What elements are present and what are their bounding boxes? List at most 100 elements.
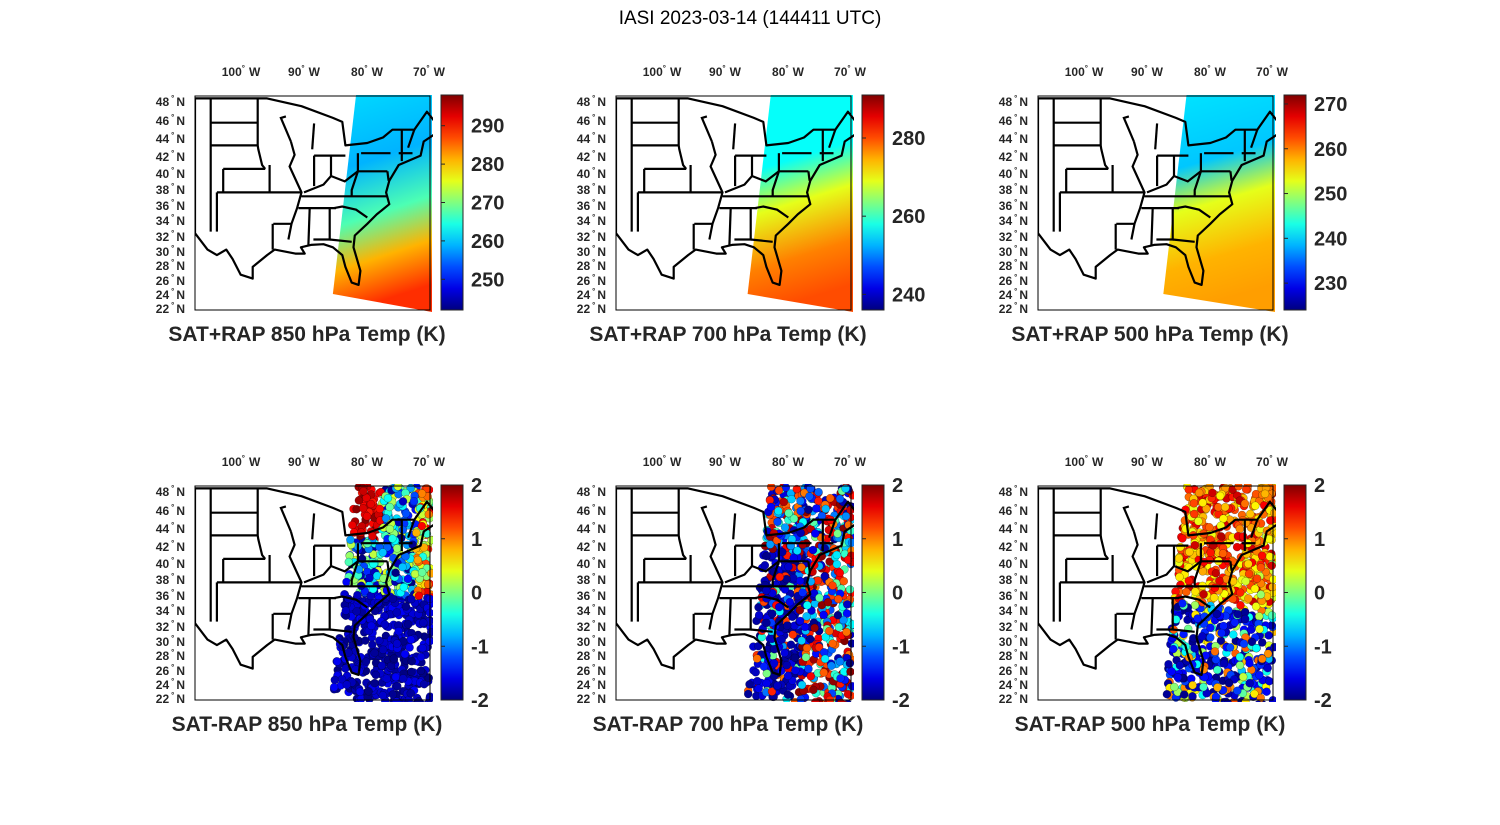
lat-tick-label: 26 ° N — [999, 663, 1028, 678]
state-border — [728, 208, 732, 245]
state-border — [1172, 628, 1195, 633]
lat-tick-label: 36 ° N — [156, 198, 185, 213]
state-border — [771, 560, 780, 587]
lon-tick-label: 80° W — [351, 454, 384, 469]
lon-tick-label: 70° W — [834, 454, 867, 469]
lat-tick-label: 30 ° N — [999, 634, 1028, 649]
us-coastline — [195, 97, 433, 286]
state-border — [256, 98, 267, 170]
map-panel: 100° W 90° W 80° W 70° W 48 ° N 46 ° N 44 ° N 42 ° N 40 ° N38 °… — [999, 454, 1332, 736]
state-border — [700, 115, 713, 142]
lon-tick-label: 80° W — [1194, 64, 1227, 79]
lat-tick-label: 22 ° N — [156, 301, 185, 316]
state-border — [307, 598, 311, 635]
lat-tick-label: 32 ° N — [999, 229, 1028, 244]
lon-tick-label: 100° W — [643, 64, 682, 79]
lat-tick-label: 46 ° N — [156, 113, 185, 128]
state-border — [1150, 208, 1154, 245]
lat-tick-label: 28 ° N — [999, 648, 1028, 663]
lon-tick-label: 100° W — [222, 64, 261, 79]
colorbar — [1283, 94, 1307, 311]
state-border — [350, 560, 359, 587]
lat-tick-label: 32 ° N — [156, 229, 185, 244]
lat-tick-label: 32 ° N — [577, 619, 606, 634]
colorbar-tick-label: 230 — [1314, 273, 1347, 295]
state-border — [700, 505, 713, 532]
lat-tick-label: 42 ° N — [999, 149, 1028, 164]
lat-tick-label: 48 ° N — [156, 484, 185, 499]
colorbar-tick-label: -1 — [1314, 636, 1332, 658]
lat-tick-label: 22 ° N — [577, 301, 606, 316]
state-border — [1172, 238, 1195, 243]
state-border — [1130, 141, 1146, 240]
state-border — [333, 595, 368, 609]
state-border — [732, 123, 737, 150]
state-border — [1176, 595, 1211, 609]
lat-tick-label: 36 ° N — [999, 588, 1028, 603]
lat-tick-label: 44 ° N — [156, 131, 185, 146]
lon-tick-label: 70° W — [1256, 454, 1289, 469]
lon-tick-label: 80° W — [1194, 454, 1227, 469]
colorbar-tick-label: 280 — [892, 128, 925, 150]
lat-tick-label: 24 ° N — [577, 287, 606, 302]
lat-tick-label: 30 ° N — [577, 634, 606, 649]
lat-tick-label: 48 ° N — [577, 484, 606, 499]
lat-tick-label: 24 ° N — [999, 287, 1028, 302]
lat-tick-label: 34 ° N — [156, 213, 185, 228]
colorbar-tick-label: 250 — [1314, 184, 1347, 206]
lat-tick-label: 32 ° N — [999, 619, 1028, 634]
map-panel: 100° W 90° W 80° W 70° W 48 ° N 46 ° N 44 ° N 42 ° N 40 ° N38 °… — [577, 64, 926, 346]
state-border — [1193, 170, 1202, 197]
lat-tick-label: 26 ° N — [156, 273, 185, 288]
lon-tick-label: 90° W — [1131, 454, 1164, 469]
state-border — [677, 488, 688, 560]
lat-tick-label: 36 ° N — [577, 198, 606, 213]
state-border — [407, 129, 416, 149]
state-border — [708, 141, 724, 240]
colorbar-tick-label: 290 — [471, 116, 504, 138]
colorbar-tick-label: 250 — [471, 269, 504, 291]
lat-tick-label: 36 ° N — [577, 588, 606, 603]
temperature-swath — [1163, 95, 1275, 312]
lat-tick-label: 44 ° N — [999, 131, 1028, 146]
temperature-swath — [747, 95, 853, 312]
panel-title: SAT+RAP 500 hPa Temp (K) — [1011, 323, 1288, 346]
state-border — [287, 531, 303, 630]
lat-tick-label: 40 ° N — [577, 556, 606, 571]
lat-tick-label: 30 ° N — [156, 634, 185, 649]
lat-tick-label: 48 ° N — [999, 484, 1028, 499]
colorbar-tick-label: 280 — [471, 154, 504, 176]
lat-tick-label: 38 ° N — [156, 572, 185, 587]
lat-tick-label: 28 ° N — [156, 258, 185, 273]
lat-tick-label: 30 ° N — [577, 244, 606, 259]
lat-tick-label: 28 ° N — [577, 258, 606, 273]
colorbar-tick-label: 2 — [471, 475, 482, 497]
panel-title: SAT+RAP 700 hPa Temp (K) — [589, 323, 866, 346]
lon-tick-label: 90° W — [288, 454, 321, 469]
lon-tick-label: 70° W — [1256, 64, 1289, 79]
lat-tick-label: 40 ° N — [577, 166, 606, 181]
lat-tick-label: 40 ° N — [156, 166, 185, 181]
lon-tick-label: 90° W — [288, 64, 321, 79]
us-coastline — [616, 487, 854, 677]
lon-tick-label: 100° W — [1065, 64, 1104, 79]
lat-tick-label: 24 ° N — [577, 677, 606, 692]
colorbar-tick-label: -1 — [471, 636, 489, 658]
state-border — [750, 238, 773, 243]
lat-tick-label: 40 ° N — [156, 556, 185, 571]
us-coastline — [616, 97, 854, 286]
state-border — [350, 170, 359, 197]
state-border — [386, 561, 390, 571]
lat-tick-label: 30 ° N — [156, 244, 185, 259]
state-border — [1099, 98, 1110, 170]
colorbar-tick-label: 0 — [471, 583, 482, 605]
state-border — [728, 598, 732, 635]
lat-tick-label: 48 ° N — [577, 94, 606, 109]
lat-tick-label: 34 ° N — [156, 603, 185, 618]
colorbar-tick-label: 1 — [471, 529, 482, 551]
lat-tick-label: 28 ° N — [999, 258, 1028, 273]
state-border — [708, 531, 724, 630]
colorbar-tick-label: 0 — [1314, 583, 1325, 605]
colorbar-tick-label: -2 — [892, 690, 910, 712]
